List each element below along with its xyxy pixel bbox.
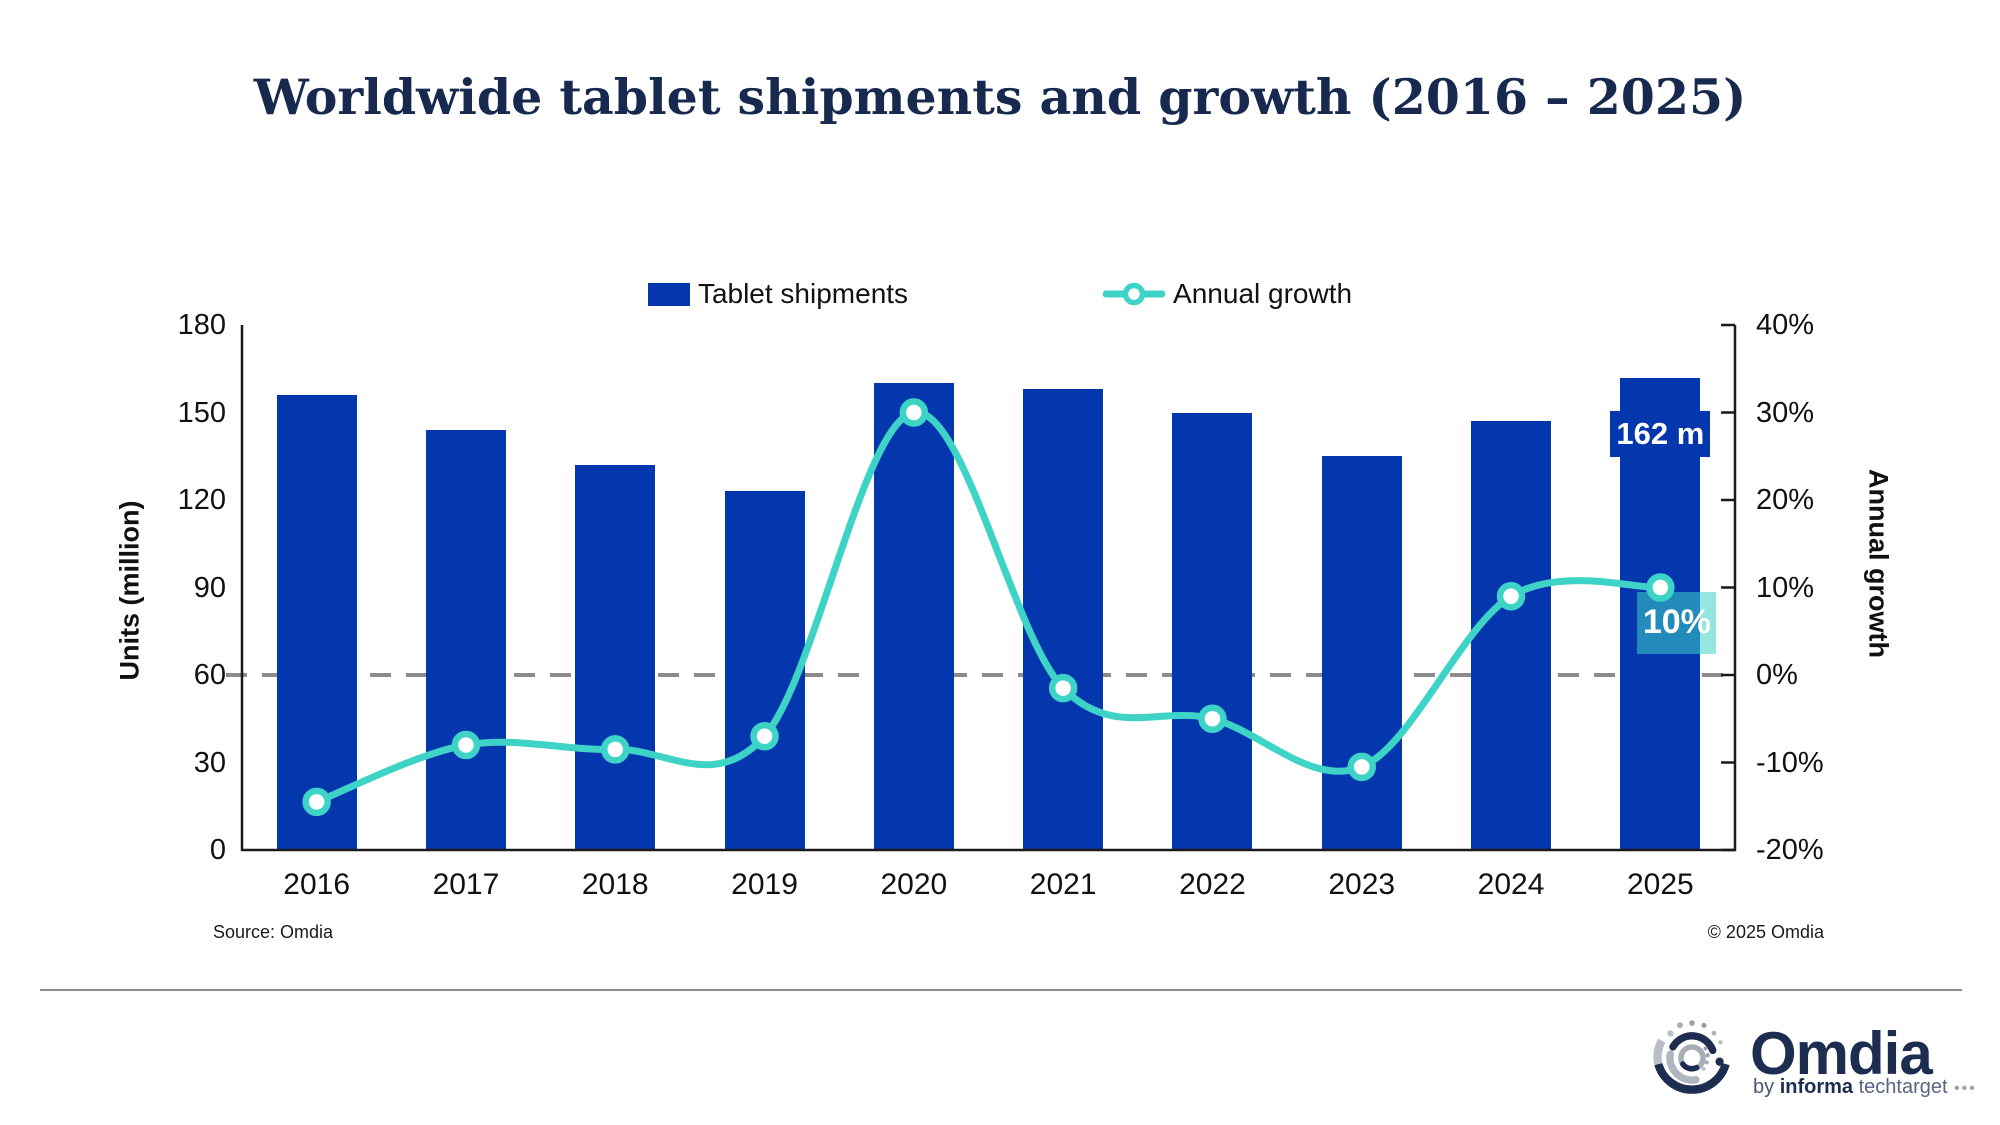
source-note: Source: Omdia	[213, 922, 334, 942]
copyright-note: © 2025 Omdia	[1707, 922, 1824, 942]
left-axis-tick-label: 90	[193, 571, 226, 604]
bar-2018	[575, 465, 656, 850]
right-axis-tick-label: 10%	[1756, 571, 1815, 604]
left-axis-tick-label: 120	[177, 484, 226, 516]
omdia-tagline: by informa techtarget •••	[1753, 1076, 1977, 1099]
right-axis-tick-label: 0%	[1756, 659, 1798, 691]
chart-title: Worldwide tablet shipments and growth (2…	[253, 68, 1747, 126]
tagline-informa: informa	[1779, 1076, 1854, 1098]
bar-2023	[1321, 456, 1402, 850]
x-axis-label: 2017	[432, 868, 500, 901]
x-axis-label: 2021	[1029, 868, 1097, 901]
omdia-logo-icon	[1653, 1020, 1730, 1094]
legend-label-growth: Annual growth	[1173, 278, 1353, 309]
bar-2017	[425, 430, 506, 850]
tagline-dots-icon: •••	[1947, 1080, 1977, 1097]
tagline-by: by	[1753, 1076, 1780, 1098]
right-axis-tick-label: 30%	[1756, 396, 1815, 429]
left-axis-tick-label: 30	[193, 746, 226, 779]
x-axis-label: 2022	[1179, 868, 1246, 901]
bar-value-callout: 162 m	[1610, 410, 1711, 457]
bar-2020	[873, 383, 954, 850]
right-axis-tick-label: 40%	[1756, 309, 1815, 341]
bar-2021	[1023, 389, 1104, 850]
legend-item-growth: Annual growth	[1103, 278, 1352, 310]
right-axis-tick-label: 20%	[1756, 484, 1815, 516]
bar-2019	[724, 491, 805, 850]
x-axis-label: 2019	[731, 868, 798, 901]
x-axis-label: 2023	[1328, 868, 1396, 901]
right-axis-tick-label: -20%	[1756, 834, 1824, 866]
bar-2024	[1471, 421, 1552, 850]
x-axis-label: 2016	[283, 868, 351, 901]
legend: Tablet shipments Annual growth	[0, 278, 2000, 310]
bar-2016	[276, 395, 357, 850]
bar-2022	[1172, 412, 1253, 850]
footer-divider	[40, 989, 1962, 991]
x-axis-label: 2024	[1477, 868, 1545, 901]
x-axis-label: 2020	[880, 868, 948, 901]
x-axis-label: 2018	[581, 868, 649, 901]
line-series-marker-icon	[1103, 282, 1166, 306]
legend-item-shipments: Tablet shipments	[647, 278, 909, 310]
x-axis-label: 2025	[1626, 868, 1694, 901]
left-axis-tick-label: 150	[177, 396, 226, 429]
left-axis-tick-label: 0	[209, 834, 226, 866]
left-axis-tick-label: 60	[193, 659, 226, 691]
bar-series-swatch-icon	[647, 282, 690, 306]
legend-label-shipments: Tablet shipments	[697, 278, 909, 309]
right-axis-tick-label: -10%	[1756, 746, 1824, 779]
omdia-wordmark: Omdia	[1750, 1020, 1933, 1087]
tagline-techtarget: techtarget	[1853, 1076, 1948, 1098]
growth-value-callout: 10%	[1637, 591, 1717, 654]
left-axis-tick-label: 180	[177, 309, 226, 341]
